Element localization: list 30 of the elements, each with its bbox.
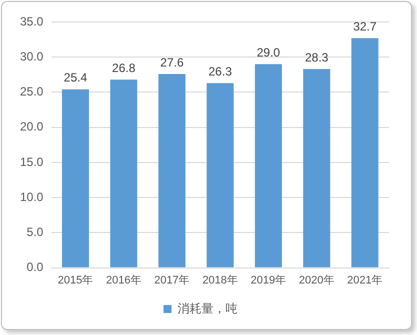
x-tick-label: 2015年: [58, 274, 94, 286]
data-label: 28.3: [304, 50, 329, 64]
data-label: 26.8: [112, 60, 136, 75]
y-tick-label: 30.0: [20, 49, 44, 64]
bar: [303, 69, 330, 268]
x-tick-label: 2020年: [298, 274, 334, 286]
y-tick-label: 25.0: [20, 84, 44, 99]
data-label: 27.6: [160, 55, 184, 70]
x-tick-label: 2019年: [250, 274, 286, 286]
bar: [254, 64, 282, 268]
x-tick-label: 2021年: [347, 274, 383, 286]
data-label: 26.3: [208, 64, 232, 78]
data-label: 32.7: [353, 19, 377, 34]
y-tick-label: 15.0: [20, 154, 44, 169]
data-label: 29.0: [256, 45, 280, 60]
bar: [351, 38, 378, 268]
y-tick-label: 10.0: [20, 190, 44, 204]
data-label: 25.4: [64, 70, 88, 85]
bar: [206, 83, 234, 268]
legend-label: 消耗量，吨: [178, 301, 238, 316]
bar: [110, 80, 138, 268]
y-tick-label: 0.0: [26, 260, 44, 274]
x-tick-label: 2018年: [202, 274, 238, 286]
x-tick-label: 2017年: [154, 274, 190, 286]
y-tick-label: 20.0: [20, 120, 44, 134]
y-tick-label: 35.0: [20, 14, 44, 28]
y-tick-label: 5.0: [26, 225, 44, 239]
bar: [158, 74, 186, 268]
bar: [62, 89, 89, 268]
x-tick-label: 2016年: [106, 274, 142, 286]
